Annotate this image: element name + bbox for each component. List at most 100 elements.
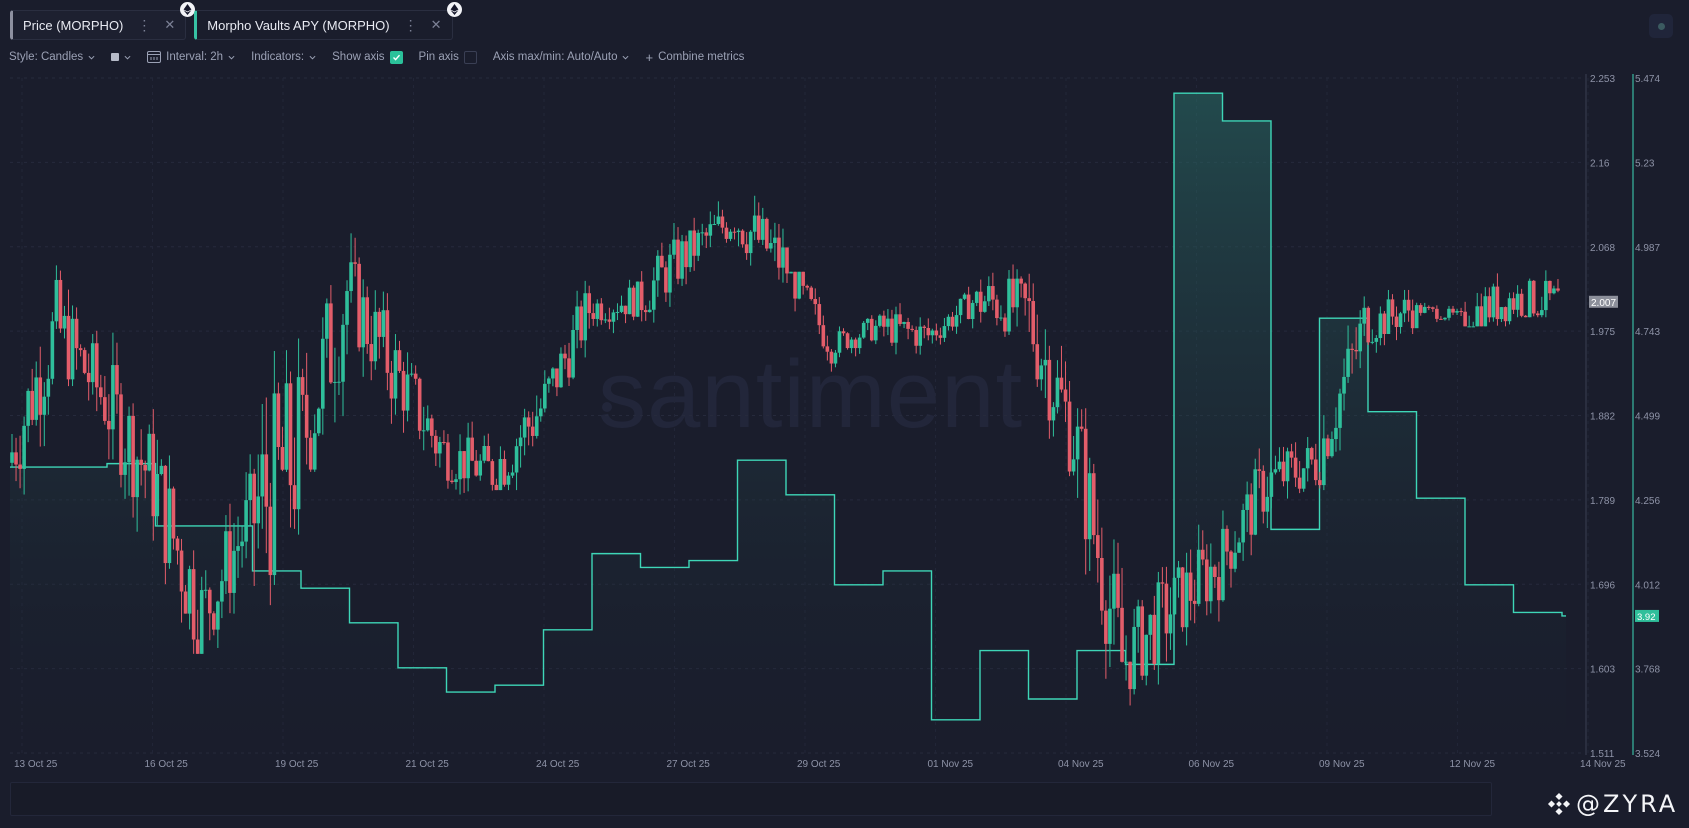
close-icon[interactable]: ✕ bbox=[430, 17, 442, 32]
color-dropdown[interactable] bbox=[111, 53, 131, 61]
candle-body bbox=[833, 352, 838, 364]
candle-body bbox=[1556, 288, 1560, 291]
x-axis-tick-label: 04 Nov 25 bbox=[1058, 759, 1104, 770]
candle-body bbox=[175, 538, 180, 551]
candle-body bbox=[10, 452, 14, 463]
candle-body bbox=[922, 326, 927, 328]
candle-body bbox=[470, 437, 474, 461]
indicators-dropdown[interactable]: Indicators: bbox=[251, 51, 316, 63]
more-icon[interactable]: ⋮ bbox=[403, 16, 418, 33]
candle-body bbox=[486, 446, 491, 462]
candle-body bbox=[1144, 634, 1149, 676]
candle-body bbox=[1055, 377, 1060, 408]
style-dropdown[interactable]: Style: Candles bbox=[9, 51, 95, 63]
candle-body bbox=[1003, 317, 1007, 332]
candle-body bbox=[62, 315, 67, 329]
combine-metrics-button[interactable]: + Combine metrics bbox=[645, 50, 744, 65]
candle-body bbox=[910, 328, 914, 330]
candle-body bbox=[18, 464, 22, 469]
candle-body bbox=[1031, 301, 1036, 345]
candle-body bbox=[167, 488, 172, 564]
price-apy-chart[interactable]: 2.253 2.16 2.068 1.975 1.882 1.789 1.696 1.603 1… bbox=[0, 0, 1689, 780]
x-axis-tick-label: 29 Oct 25 bbox=[797, 759, 841, 770]
candle-body bbox=[308, 437, 313, 470]
pin-axis-toggle[interactable]: Pin axis bbox=[419, 50, 477, 64]
show-axis-toggle[interactable]: Show axis bbox=[332, 50, 403, 64]
candle-body bbox=[514, 446, 519, 473]
candle-body bbox=[1083, 428, 1088, 540]
candle-body bbox=[1063, 389, 1068, 402]
candle-body bbox=[14, 452, 18, 465]
candle-body bbox=[777, 237, 781, 268]
candle-body bbox=[1047, 359, 1052, 421]
candle-body bbox=[1229, 551, 1233, 569]
candle-body bbox=[987, 286, 991, 302]
candle-body bbox=[789, 271, 793, 274]
more-icon[interactable]: ⋮ bbox=[137, 16, 151, 33]
candle-body bbox=[111, 365, 115, 430]
candle-body bbox=[1257, 469, 1262, 471]
candle-body bbox=[651, 280, 656, 310]
candle-body bbox=[785, 247, 789, 274]
tab-price[interactable]: Price (MORPHO) ⋮ ✕ bbox=[10, 2, 196, 40]
candle-body bbox=[1358, 323, 1362, 352]
timeline-scrollbar[interactable] bbox=[10, 782, 1492, 816]
candle-body bbox=[1128, 661, 1132, 690]
candle-body bbox=[474, 460, 478, 476]
axis-maxmin-dropdown[interactable]: Axis max/min: Auto/Auto bbox=[493, 51, 630, 63]
candle-body bbox=[54, 279, 59, 322]
candle-body bbox=[530, 426, 535, 436]
candle-body bbox=[171, 488, 176, 539]
candle-body bbox=[1350, 348, 1354, 350]
candle-body bbox=[744, 244, 749, 254]
candle-body bbox=[70, 318, 75, 380]
candle-body bbox=[926, 327, 931, 336]
candle-body bbox=[1245, 494, 1249, 510]
candle-body bbox=[1156, 582, 1161, 665]
candle-body bbox=[506, 475, 511, 485]
candle-body bbox=[942, 326, 947, 338]
candle-body bbox=[107, 420, 111, 430]
candle-body bbox=[1406, 299, 1411, 311]
close-icon[interactable]: ✕ bbox=[164, 17, 176, 32]
tab-vaults-apy[interactable]: Morpho Vaults APY (MORPHO) ⋮ ✕ bbox=[194, 2, 462, 40]
candle-body bbox=[647, 309, 652, 313]
settings-toggle[interactable] bbox=[1649, 14, 1673, 38]
candle-body bbox=[429, 418, 434, 436]
pin-axis-checkbox[interactable] bbox=[463, 50, 477, 64]
candle-body bbox=[1382, 313, 1387, 334]
candle-body bbox=[555, 368, 559, 388]
candle-body bbox=[708, 224, 713, 236]
candle-body bbox=[894, 314, 898, 343]
candle-body bbox=[1164, 583, 1169, 634]
metric-tabs: Price (MORPHO) ⋮ ✕ Morpho Vaults APY (MO… bbox=[10, 2, 462, 40]
candle-body bbox=[232, 550, 236, 593]
candle-body bbox=[563, 353, 567, 359]
candle-body bbox=[1394, 316, 1399, 327]
candle-body bbox=[684, 241, 688, 268]
candle-body bbox=[1273, 469, 1278, 473]
candle-body bbox=[934, 330, 939, 336]
candle-body bbox=[393, 350, 398, 399]
interval-dropdown[interactable]: Interval: 2h bbox=[147, 51, 235, 63]
candle-body bbox=[801, 271, 805, 286]
candle-body bbox=[1535, 313, 1540, 316]
candle-body bbox=[1180, 567, 1185, 628]
candle-body bbox=[1483, 296, 1488, 327]
candle-body bbox=[1414, 305, 1419, 329]
candle-body bbox=[1447, 308, 1451, 318]
candle-body bbox=[183, 591, 188, 614]
candle-body bbox=[333, 381, 337, 383]
candle-body bbox=[103, 397, 107, 421]
candle-body bbox=[155, 473, 160, 517]
candle-body bbox=[248, 473, 252, 501]
candle-body bbox=[1100, 558, 1104, 611]
candle-body bbox=[325, 303, 329, 339]
show-axis-checkbox[interactable] bbox=[389, 50, 403, 64]
axis-maxmin-label: Axis max/min: Auto/Auto bbox=[492, 51, 618, 63]
candle-body bbox=[300, 377, 305, 395]
candle-body bbox=[179, 550, 184, 592]
candle-body bbox=[494, 484, 499, 491]
candle-body bbox=[304, 394, 309, 438]
candle-body bbox=[1435, 308, 1439, 319]
